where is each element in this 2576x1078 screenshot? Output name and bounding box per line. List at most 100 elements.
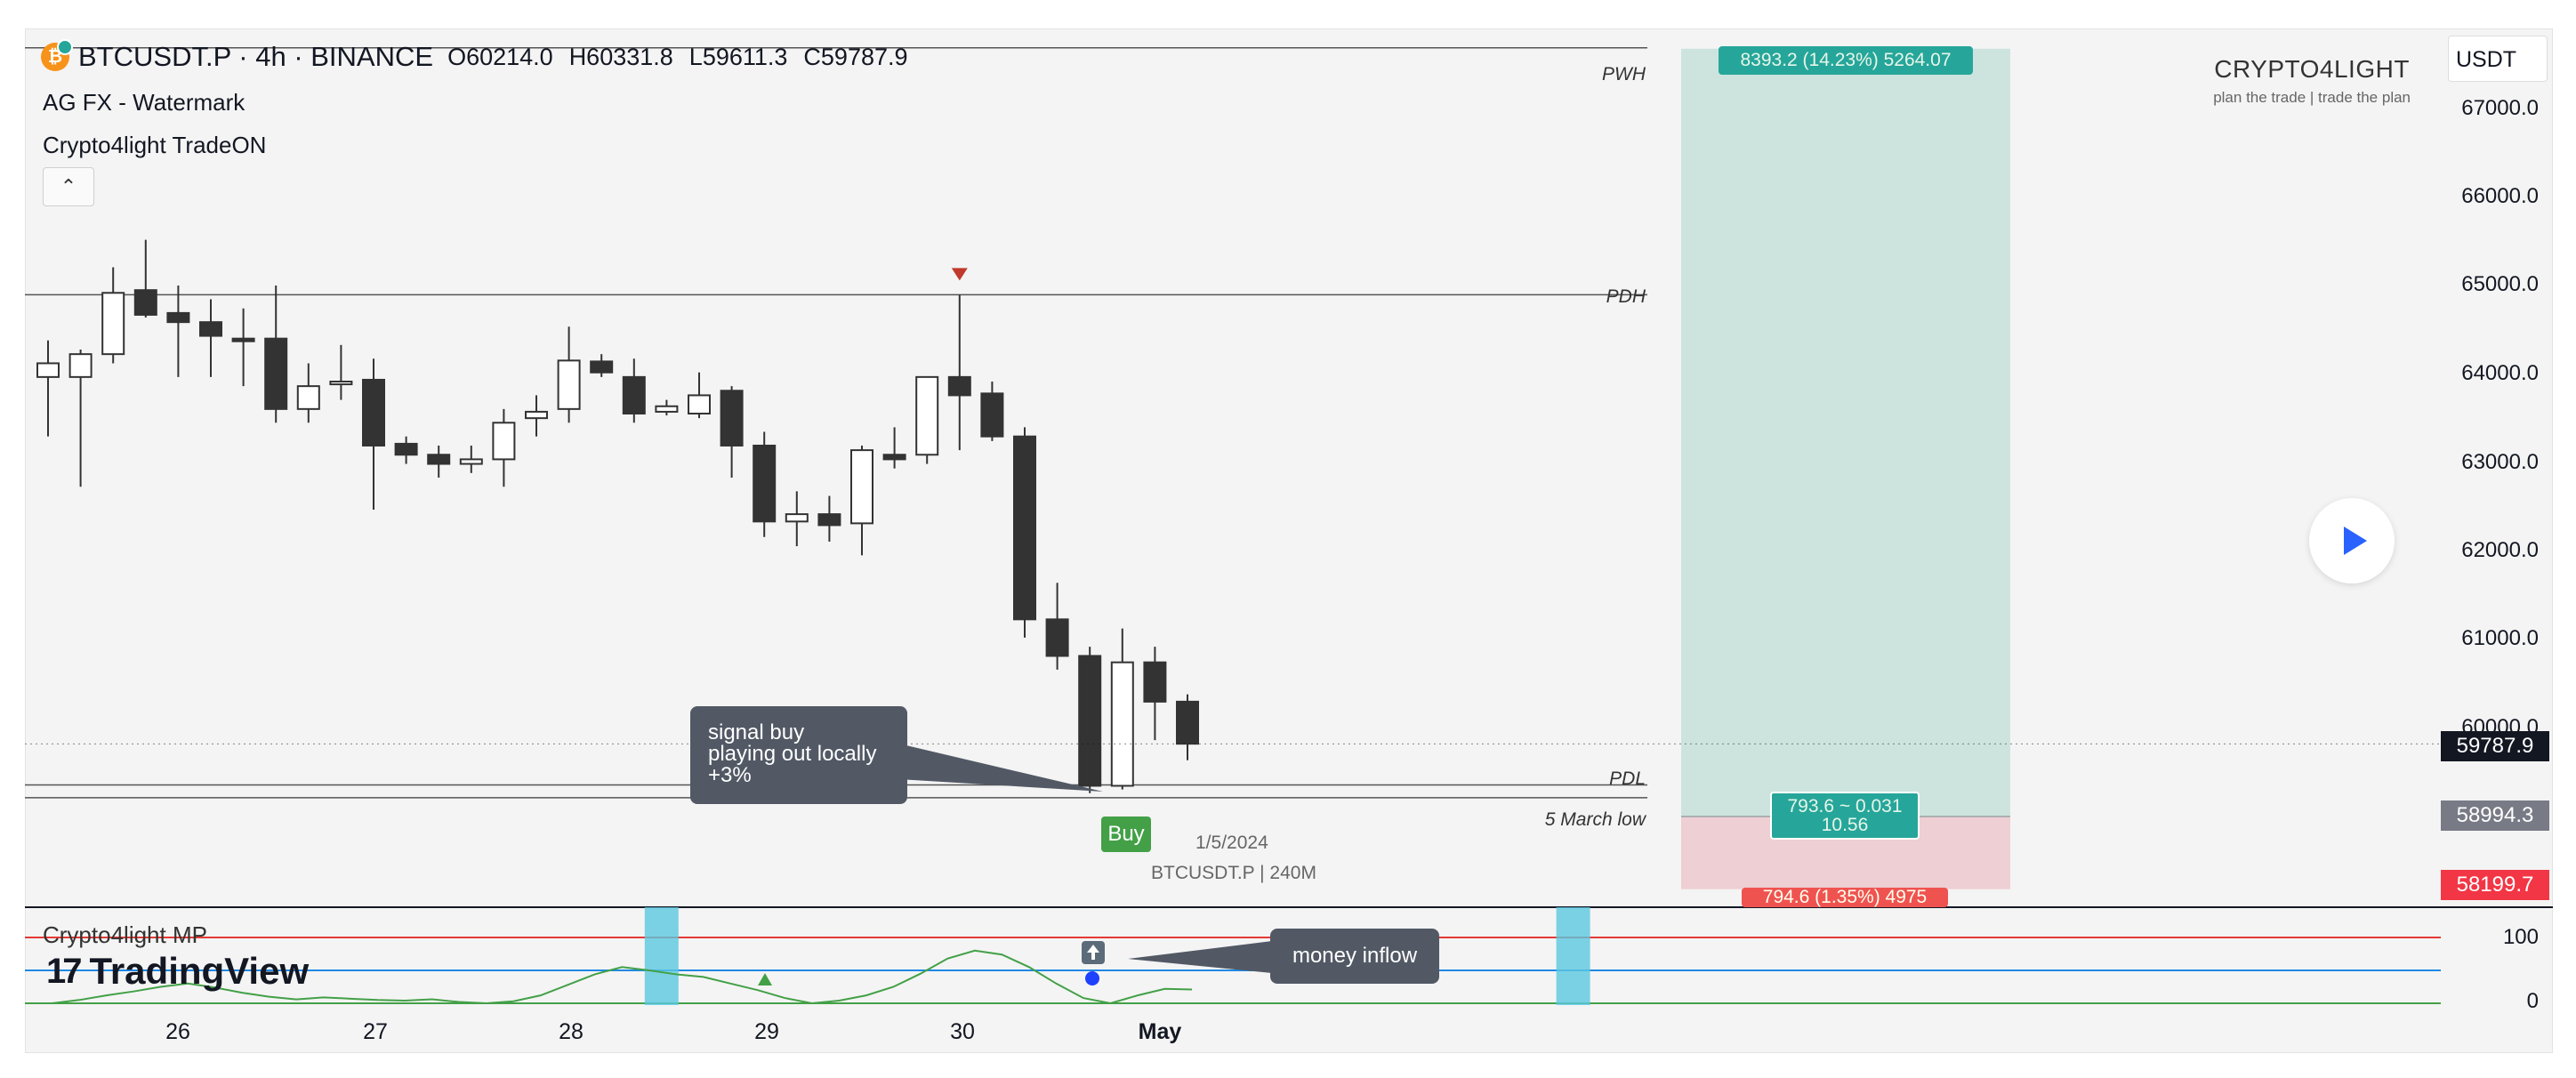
ohlc-close: C59787.9 xyxy=(803,43,908,70)
candle-body xyxy=(394,442,418,456)
candle-body xyxy=(362,378,385,446)
y-tick: 65000.0 xyxy=(2461,272,2539,296)
candle-body xyxy=(882,454,906,461)
signal-callout-line3: +3% xyxy=(708,763,752,787)
candle-body xyxy=(1013,435,1036,621)
level-label-pdl: PDL xyxy=(1609,768,1646,789)
candle-body xyxy=(622,375,646,414)
buy-signal-badge: Buy xyxy=(1101,817,1151,852)
target-tag[interactable]: 8393.2 (14.23%) 5264.07 xyxy=(1719,46,1973,75)
candle-body xyxy=(720,390,744,446)
symbol-header: ₿ BTCUSDT.P · 4h · BINANCE O60214.0 H6033… xyxy=(41,39,924,73)
brand-name: CRYPTO4LIGHT xyxy=(2214,55,2410,83)
candle-body xyxy=(329,381,353,386)
candle-body xyxy=(1176,700,1199,745)
indicator-watermark[interactable]: AG FX - Watermark xyxy=(43,89,246,116)
mp-y-tick: 0 xyxy=(2526,989,2539,1013)
x-tick: 30 xyxy=(950,1019,975,1044)
candle-body xyxy=(231,337,255,342)
level-label-march-low: 5 March low xyxy=(1544,809,1646,830)
signal-callout: signal buy playing out locally +3% xyxy=(690,706,907,804)
candle-body xyxy=(817,513,841,527)
y-tick: 61000.0 xyxy=(2461,626,2539,650)
y-tick: 67000.0 xyxy=(2461,96,2539,120)
ohlc-open: O60214.0 xyxy=(447,43,553,70)
candle-body xyxy=(785,513,809,523)
candle-body xyxy=(1143,661,1167,703)
signal-callout-line2: playing out locally xyxy=(708,742,877,766)
candle-body xyxy=(1045,618,1069,657)
ohlc-high: H60331.8 xyxy=(568,43,673,70)
candle-body xyxy=(915,375,939,456)
candle-body xyxy=(296,385,320,410)
x-tick: 28 xyxy=(559,1019,584,1044)
indicator-tradeon[interactable]: Crypto4light TradeON xyxy=(43,132,267,158)
mp-series-line xyxy=(25,949,1193,1005)
candle-body xyxy=(655,405,679,413)
last-price-badge: 59787.9 xyxy=(2441,731,2549,761)
candle-body xyxy=(68,353,93,378)
bitcoin-icon: ₿ xyxy=(41,39,73,71)
y-tick: 64000.0 xyxy=(2461,361,2539,385)
ohlc-low: L59611.3 xyxy=(688,43,788,70)
currency-selector[interactable]: USDT xyxy=(2448,36,2548,82)
y-tick: 63000.0 xyxy=(2461,450,2539,474)
tradingview-icon: 17 xyxy=(46,951,82,991)
candle-body xyxy=(492,422,516,461)
entry-tag-line1: 793.6 ~ 0.031 xyxy=(1787,796,1903,817)
signal-callout-line1: signal buy xyxy=(708,720,805,744)
ohlc-values: O60214.0 H60331.8 L59611.3 C59787.9 xyxy=(447,44,923,71)
candle-body xyxy=(525,410,548,420)
candle-body xyxy=(459,458,483,465)
candle-body xyxy=(980,392,1004,438)
pdh-marker-icon xyxy=(951,268,968,281)
inflow-callout-pointer xyxy=(1128,941,1272,973)
entry-price-badge: 58994.3 xyxy=(2441,800,2549,831)
candle-body xyxy=(850,449,873,525)
candle-body xyxy=(36,362,60,378)
x-tick: 26 xyxy=(165,1019,190,1044)
symbol-title[interactable]: BTCUSDT.P · 4h · BINANCE xyxy=(78,41,434,72)
signal-callout-pointer xyxy=(898,744,1103,792)
x-tick: 27 xyxy=(363,1019,388,1044)
stop-price-badge: 58199.7 xyxy=(2441,870,2549,900)
candle-body xyxy=(133,289,157,316)
exchange-dot-icon xyxy=(57,39,73,55)
brand-tagline: plan the trade | trade the plan xyxy=(2213,89,2411,106)
play-icon xyxy=(2344,527,2367,555)
candle-body xyxy=(688,394,711,414)
replay-play-button[interactable] xyxy=(2309,498,2395,583)
stop-tag[interactable]: 794.6 (1.35%) 4975 xyxy=(1742,888,1948,907)
candle-body xyxy=(166,311,190,324)
tradingview-wordmark: TradingView xyxy=(89,950,310,992)
mp-highlight-bar xyxy=(1556,907,1590,1005)
mp-indicator-title[interactable]: Crypto4light MP xyxy=(43,921,207,948)
x-tick: May xyxy=(1138,1019,1182,1044)
mp-arrow-up-icon xyxy=(1087,945,1099,960)
candle-body xyxy=(199,321,222,337)
candle-body xyxy=(264,337,288,410)
candle-body xyxy=(101,292,125,356)
candle-body xyxy=(427,454,451,465)
chevron-up-icon: ⌃ xyxy=(60,175,77,197)
cursor-date: 1/5/2024 xyxy=(1195,833,1268,853)
y-tick: 66000.0 xyxy=(2461,184,2539,208)
candle-body xyxy=(947,375,971,397)
entry-tag-line2: 10.56 xyxy=(1821,815,1869,835)
interval-label: BTCUSDT.P | 240M xyxy=(1151,863,1316,883)
entry-tag[interactable]: 793.6 ~ 0.031 10.56 xyxy=(1770,792,1920,840)
level-label-pdh: PDH xyxy=(1606,286,1646,307)
inflow-callout: money inflow xyxy=(1270,929,1439,984)
level-label-pwh: PWH xyxy=(1602,64,1646,84)
tradingview-logo[interactable]: 17 TradingView xyxy=(46,950,309,993)
mp-inflow-dot-icon xyxy=(1085,971,1099,985)
candle-body xyxy=(1110,661,1134,787)
y-tick: 62000.0 xyxy=(2461,538,2539,562)
candle-body xyxy=(1078,655,1102,787)
candle-body xyxy=(590,360,614,374)
collapse-indicators-button[interactable]: ⌃ xyxy=(43,167,94,206)
x-tick: 29 xyxy=(754,1019,779,1044)
chart-frame xyxy=(25,28,2553,1053)
mp-highlight-bar xyxy=(644,907,679,1005)
